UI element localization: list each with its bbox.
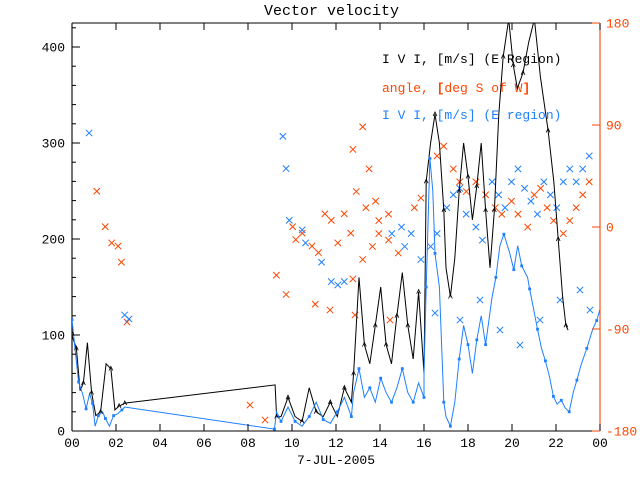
svg-text:14: 14 — [372, 436, 388, 451]
svg-text:300: 300 — [42, 137, 65, 152]
svg-text:I V I, [m/s] (E region): I V I, [m/s] (E region) — [382, 108, 561, 123]
svg-text:I V I, [m/s] (E Region): I V I, [m/s] (E Region) — [382, 52, 561, 67]
svg-text:90: 90 — [606, 119, 622, 134]
svg-text:06: 06 — [196, 436, 212, 451]
svg-text:20: 20 — [504, 436, 520, 451]
svg-text:-90: -90 — [606, 323, 629, 338]
svg-text:00: 00 — [64, 436, 80, 451]
svg-text:02: 02 — [108, 436, 124, 451]
svg-text:Vector velocity: Vector velocity — [264, 3, 399, 20]
svg-text:22: 22 — [548, 436, 564, 451]
svg-text:200: 200 — [42, 233, 65, 248]
svg-text:18: 18 — [460, 436, 476, 451]
svg-text:04: 04 — [152, 436, 168, 451]
svg-text:100: 100 — [42, 329, 65, 344]
svg-text:angle, [deg S of W]: angle, [deg S of W] — [382, 81, 530, 96]
svg-text:16: 16 — [416, 436, 432, 451]
svg-text:-180: -180 — [606, 425, 637, 440]
svg-text:7-JUL-2005: 7-JUL-2005 — [297, 453, 375, 468]
svg-text:12: 12 — [328, 436, 344, 451]
svg-text:400: 400 — [42, 41, 65, 56]
svg-text:0: 0 — [606, 221, 614, 236]
svg-text:180: 180 — [606, 17, 629, 32]
svg-text:08: 08 — [240, 436, 256, 451]
svg-text:10: 10 — [284, 436, 300, 451]
